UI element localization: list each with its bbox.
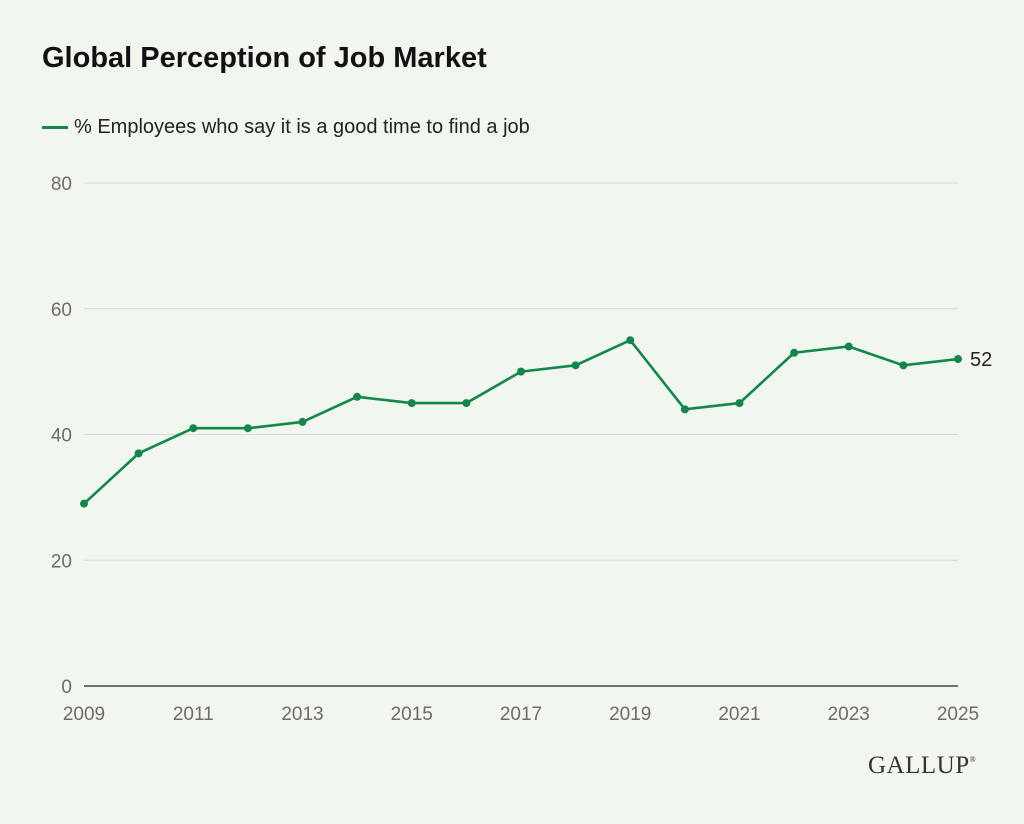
data-point <box>134 449 143 458</box>
x-tick-label: 2011 <box>173 704 214 725</box>
data-point <box>680 405 689 414</box>
y-tick-label: 0 <box>61 677 72 698</box>
data-point <box>899 361 908 370</box>
x-tick-label: 2019 <box>609 704 651 725</box>
y-tick-label: 80 <box>51 174 72 195</box>
gallup-logo: GALLUP® <box>868 752 977 779</box>
data-point <box>626 336 635 345</box>
x-tick-label: 2025 <box>937 704 979 725</box>
data-point <box>80 499 88 508</box>
end-value-label: 52 <box>970 349 992 371</box>
data-point <box>243 424 252 433</box>
legend-swatch <box>42 126 68 129</box>
data-point <box>844 342 853 351</box>
legend: % Employees who say it is a good time to… <box>42 116 530 139</box>
y-tick-label: 20 <box>51 551 72 572</box>
data-point <box>790 348 799 357</box>
data-point <box>735 399 744 408</box>
x-tick-label: 2021 <box>718 704 760 725</box>
data-point <box>954 355 962 364</box>
x-tick-label: 2013 <box>281 704 323 725</box>
data-point <box>571 361 580 370</box>
data-point <box>353 392 362 401</box>
data-point <box>462 399 471 408</box>
chart-title: Global Perception of Job Market <box>42 42 487 74</box>
legend-label: % Employees who say it is a good time to… <box>74 116 530 138</box>
x-tick-label: 2015 <box>391 704 433 725</box>
x-tick-label: 2017 <box>500 704 542 725</box>
y-tick-label: 60 <box>51 300 72 321</box>
y-tick-label: 40 <box>51 426 72 447</box>
x-tick-label: 2009 <box>63 704 105 725</box>
data-point <box>517 367 525 376</box>
series-line <box>82 338 960 505</box>
x-tick-label: 2023 <box>828 704 870 725</box>
data-point <box>189 424 198 433</box>
data-point <box>407 399 416 408</box>
data-point <box>298 417 307 426</box>
